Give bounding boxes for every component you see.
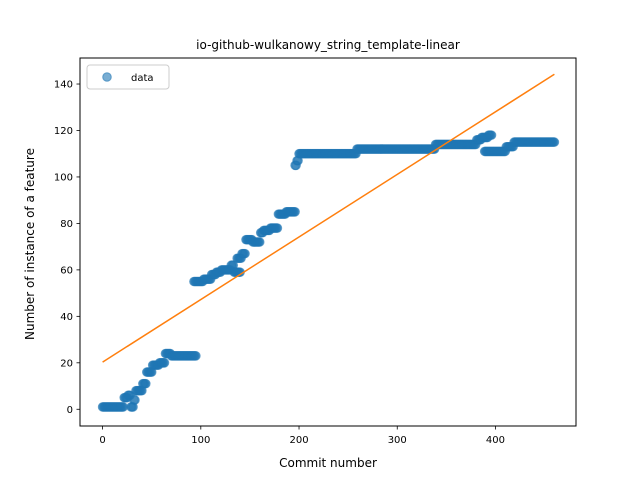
y-tick-label: 80 <box>60 219 73 230</box>
legend-box <box>86 64 170 90</box>
y-tick-label: 0 <box>67 405 73 416</box>
legend-label-data: data <box>131 73 154 84</box>
y-tick-label: 100 <box>54 172 73 183</box>
data-point <box>254 237 265 247</box>
y-tick-label: 60 <box>60 265 73 276</box>
linear-fit-line <box>102 73 555 363</box>
data-point <box>118 402 129 412</box>
legend: data <box>86 64 170 90</box>
y-tick-label: 140 <box>54 80 73 91</box>
y-tick-label: 20 <box>60 358 73 369</box>
x-tick-label: 300 <box>388 435 407 446</box>
data-point <box>549 137 560 147</box>
y-axis-label: Number of instance of a feature <box>23 148 37 340</box>
legend-marker-data <box>102 72 112 82</box>
x-tick-label: 0 <box>99 435 105 446</box>
data-point <box>130 395 140 405</box>
x-tick-label: 200 <box>289 435 308 446</box>
data-point <box>141 378 151 389</box>
data-point <box>159 358 170 368</box>
y-tick-label: 40 <box>60 312 73 323</box>
x-axis-label: Commit number <box>279 456 377 470</box>
y-axis-ticks: 0 20 40 60 80 100 120 140 <box>54 80 80 416</box>
x-tick-label: 100 <box>191 435 210 446</box>
data-point <box>486 130 497 140</box>
x-axis-ticks: 0 100 200 300 400 <box>99 426 505 446</box>
data-point <box>240 248 250 259</box>
x-tick-label: 400 <box>486 435 505 446</box>
data-point <box>290 207 300 217</box>
chart-title: io-github-wulkanowy_string_template-line… <box>196 38 460 52</box>
plot-area <box>97 73 560 412</box>
data-point <box>272 223 283 233</box>
axes-frame <box>79 57 577 427</box>
y-tick-label: 120 <box>54 126 73 137</box>
data-point <box>191 351 201 361</box>
